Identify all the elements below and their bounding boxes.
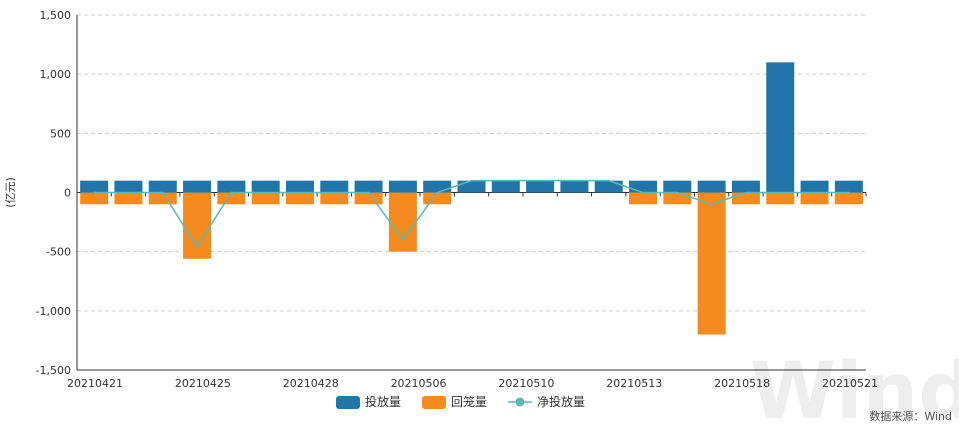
- bar-injection: [731, 180, 760, 193]
- x-tick-label: 20210513: [606, 377, 662, 390]
- net-injection-line: [94, 179, 849, 249]
- bar-injection: [80, 180, 109, 193]
- bar-injection: [183, 180, 212, 193]
- bar-withdrawal: [663, 192, 692, 205]
- bar-withdrawal: [731, 192, 760, 205]
- bar-withdrawal: [320, 192, 349, 205]
- y-tick-label: -500: [46, 246, 71, 259]
- bars: [80, 62, 863, 335]
- bar-injection: [663, 180, 692, 193]
- y-tick-label: 1,500: [40, 9, 72, 22]
- bar-injection: [629, 180, 658, 193]
- bar-injection: [388, 180, 417, 193]
- legend: 投放量 回笼量 净投放量: [336, 394, 585, 409]
- y-tick-label: 0: [64, 187, 71, 200]
- bar-withdrawal: [354, 192, 383, 205]
- bar-withdrawal: [183, 192, 212, 259]
- y-tick-labels: 1,500 1,000 500 0 -500 -1,000 -1,500: [36, 9, 71, 377]
- legend-swatch: [422, 396, 446, 409]
- bar-injection: [560, 180, 589, 193]
- bar-injection: [423, 180, 452, 193]
- bar-withdrawal: [697, 192, 726, 335]
- bar-injection: [526, 180, 555, 193]
- bar-injection: [766, 62, 795, 193]
- bar-withdrawal: [834, 192, 863, 205]
- bar-injection: [800, 180, 829, 193]
- y-tick-label: -1,500: [36, 364, 71, 377]
- legend-label: 净投放量: [537, 394, 585, 409]
- y-axis-title: (亿元): [4, 177, 17, 208]
- bar-injection: [457, 180, 486, 193]
- y-tick-label: 500: [50, 127, 71, 140]
- watermark-wind: Wind: [750, 347, 959, 428]
- source-label: 数据来源：Wind: [869, 409, 952, 423]
- bar-withdrawal: [423, 192, 452, 205]
- bar-withdrawal: [629, 192, 658, 205]
- y-tick-label: -1,000: [36, 305, 71, 318]
- bar-injection: [491, 180, 520, 193]
- bar-injection: [834, 180, 863, 193]
- x-tick-label: 20210510: [498, 377, 554, 390]
- legend-label: 回笼量: [451, 394, 487, 409]
- bar-injection: [217, 180, 246, 193]
- net-line: [94, 179, 849, 249]
- bar-injection: [320, 180, 349, 193]
- bar-withdrawal: [251, 192, 280, 205]
- legend-swatch: [336, 396, 360, 409]
- bar-injection: [285, 180, 314, 193]
- x-tick-label: 20210521: [822, 377, 878, 390]
- x-tick-label: 20210421: [67, 377, 123, 390]
- x-tick-label: 20210428: [283, 377, 339, 390]
- bar-injection: [251, 180, 280, 193]
- bar-withdrawal: [285, 192, 314, 205]
- bar-withdrawal: [148, 192, 177, 205]
- bar-injection: [354, 180, 383, 193]
- x-tick-labels: 20210421 20210425 20210428 20210506 20210510…: [67, 377, 878, 390]
- bar-injection: [697, 180, 726, 193]
- legend-swatch-marker: [515, 397, 525, 407]
- bar-withdrawal: [114, 192, 143, 205]
- x-tick-label: 20210506: [391, 377, 447, 390]
- x-tick-label: 20210425: [175, 377, 231, 390]
- x-tick-label: 20210518: [714, 377, 770, 390]
- bar-withdrawal: [80, 192, 109, 205]
- y-tick-label: 1,000: [40, 68, 72, 81]
- bar-withdrawal: [800, 192, 829, 205]
- bar-injection: [148, 180, 177, 193]
- bar-injection: [594, 180, 623, 193]
- bar-withdrawal: [217, 192, 246, 205]
- legend-label: 投放量: [365, 394, 401, 409]
- bar-withdrawal: [388, 192, 417, 252]
- grid-lines: [77, 14, 866, 312]
- bar-withdrawal: [766, 192, 795, 205]
- bar-injection: [114, 180, 143, 193]
